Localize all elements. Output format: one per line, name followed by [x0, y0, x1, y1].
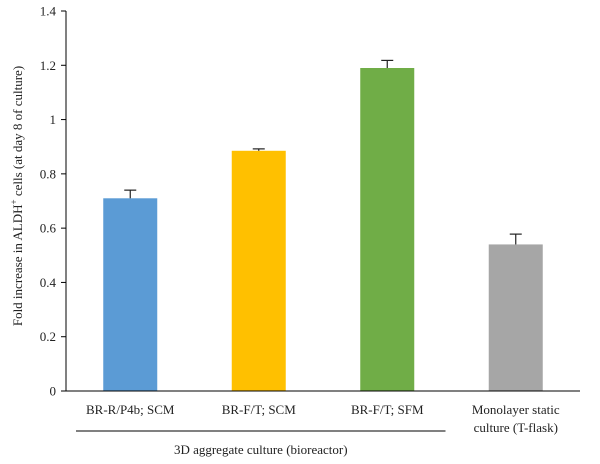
y-tick-label: 1.2	[40, 58, 56, 73]
bar	[360, 68, 415, 391]
bar	[103, 198, 158, 391]
y-axis-title-main: Fold increase in ALDH	[10, 204, 25, 326]
y-tick-label: 0.4	[40, 275, 57, 290]
y-tick-label: 0	[50, 384, 57, 399]
error-bar	[252, 148, 265, 151]
error-bars	[124, 59, 522, 245]
axes	[65, 11, 580, 392]
bar	[488, 244, 543, 391]
y-axis-ticks: 0 0.2 0.4 0.6 0.8 1 1.2 1.4	[40, 4, 66, 399]
group-annotation: 3D aggregate culture (bioreactor)	[76, 430, 446, 457]
y-tick-label: 0.2	[40, 329, 56, 344]
y-axis-title-rest: cells (at day 8 of culture)	[10, 66, 25, 200]
x-category-label: culture (T-flask)	[474, 420, 558, 435]
x-axis-labels: BR-R/P4b; SCM BR-F/T; SCM BR-F/T; SFM Monol…	[86, 402, 560, 435]
error-bar	[509, 233, 522, 245]
y-tick-label: 1	[50, 112, 57, 127]
x-category-label: Monolayer static	[472, 402, 560, 417]
y-tick-label: 1.4	[40, 4, 57, 19]
y-axis-title-superscript: +	[9, 199, 19, 204]
y-axis-title: Fold increase in ALDH+ cells (at day 8 o…	[9, 66, 25, 326]
bar	[231, 150, 286, 391]
y-tick-label: 0.6	[40, 221, 57, 236]
x-category-label: BR-F/T; SCM	[222, 402, 296, 417]
x-category-label: BR-R/P4b; SCM	[86, 402, 175, 417]
group-label: 3D aggregate culture (bioreactor)	[174, 442, 348, 457]
error-bar	[124, 189, 137, 199]
x-category-label: BR-F/T; SFM	[351, 402, 424, 417]
bars	[103, 68, 543, 391]
error-bar	[381, 59, 394, 68]
y-tick-label: 0.8	[40, 166, 56, 181]
